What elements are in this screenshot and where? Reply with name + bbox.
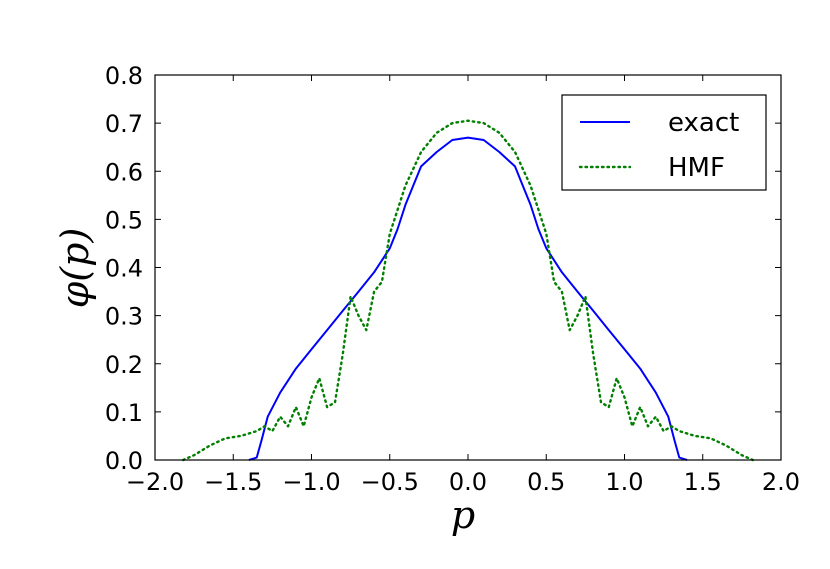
x-tick-label: 0.0: [449, 468, 487, 496]
y-tick-label: 0.7: [105, 110, 143, 138]
x-tick-label: −2.0: [126, 468, 184, 496]
x-axis-label: p: [451, 493, 475, 537]
y-tick-label: 0.6: [105, 158, 143, 186]
x-tick-label: −1.0: [282, 468, 340, 496]
y-tick-label: 0.4: [105, 255, 143, 283]
y-tick-label: 0.8: [105, 62, 143, 90]
y-tick-label: 0.5: [105, 206, 143, 234]
series-layer: [181, 119, 754, 462]
series-line-exact: [248, 136, 688, 461]
y-tick-label: 0.0: [105, 447, 143, 475]
x-tick-label: 2.0: [762, 468, 800, 496]
ticks-layer: −2.0 −1.5 −1.0 −0.5 0.0 0.5 1.0 1.5 2.0 0.0 0.1 0.2…: [105, 62, 800, 496]
y-tick-label: 0.3: [105, 303, 143, 331]
x-tick-label: −1.5: [204, 468, 262, 496]
y-tick-label: 0.1: [105, 399, 143, 427]
legend: exact HMF: [561, 94, 767, 191]
y-tick-label: 0.2: [105, 351, 143, 379]
x-tick-label: 1.5: [684, 468, 722, 496]
legend-box: [561, 94, 767, 191]
x-tick-label: −0.5: [361, 468, 419, 496]
legend-label-hmf: HMF: [668, 153, 725, 183]
x-tick-label: 0.5: [527, 468, 565, 496]
series-line-hmf: [181, 119, 754, 462]
x-tick-label: 1.0: [605, 468, 643, 496]
legend-label-exact: exact: [668, 108, 739, 138]
y-axis-label: φ(p): [53, 228, 97, 309]
